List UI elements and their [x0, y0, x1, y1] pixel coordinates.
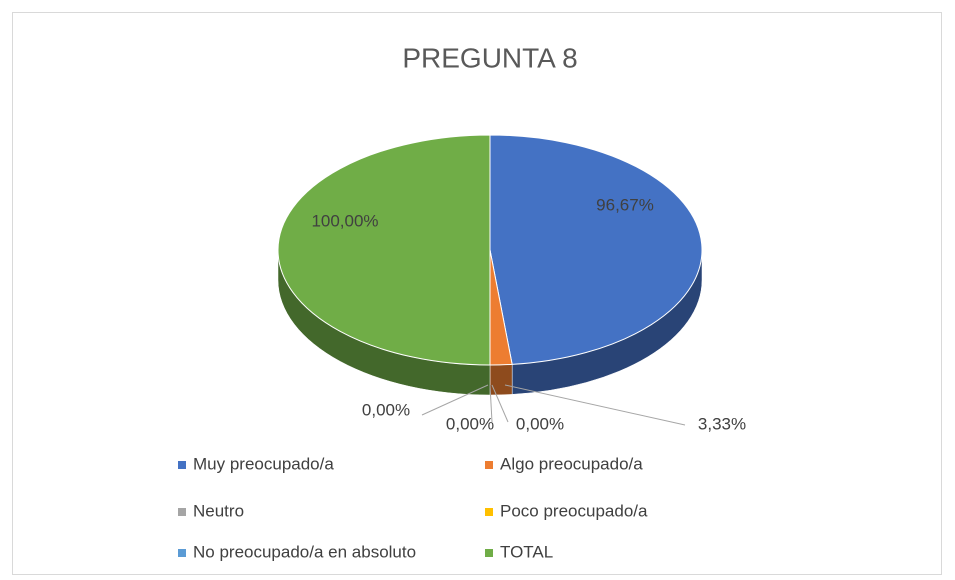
- legend-label: Poco preocupado/a: [500, 501, 648, 520]
- leader-line: [489, 384, 493, 423]
- data-label: 0,00%: [516, 414, 564, 433]
- legend-label: TOTAL: [500, 542, 553, 561]
- legend-swatch: [178, 461, 186, 469]
- legend-swatch: [485, 461, 493, 469]
- legend-swatch: [485, 508, 493, 516]
- pie-slice: [277, 134, 491, 366]
- data-label: 100,00%: [311, 211, 378, 230]
- legend-swatch: [178, 508, 186, 516]
- legend-swatch: [485, 549, 493, 557]
- leader-line: [504, 384, 686, 426]
- legend-label: Neutro: [193, 501, 244, 520]
- pie-slice: [489, 134, 703, 365]
- data-label: 3,33%: [698, 414, 746, 433]
- data-label: 0,00%: [446, 414, 494, 433]
- legend-label: Muy preocupado/a: [193, 454, 334, 473]
- leader-line: [491, 384, 509, 423]
- pie-side: [489, 364, 513, 396]
- legend-swatch: [178, 549, 186, 557]
- legend-label: No preocupado/a en absoluto: [193, 542, 416, 561]
- chart-title: PREGUNTA 8: [402, 42, 577, 73]
- data-label: 0,00%: [362, 400, 410, 419]
- legend-label: Algo preocupado/a: [500, 454, 643, 473]
- data-label: 96,67%: [596, 195, 654, 214]
- leader-line: [421, 384, 489, 416]
